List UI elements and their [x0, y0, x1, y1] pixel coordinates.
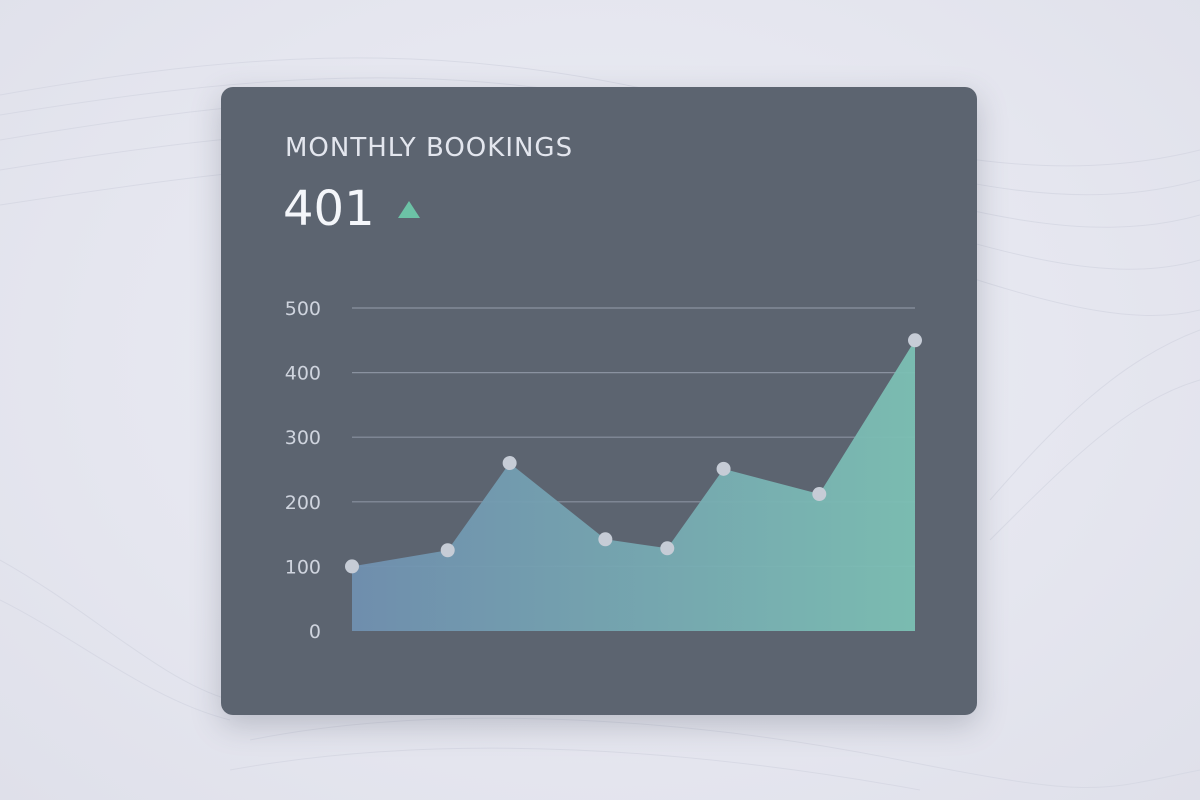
- data-point-3: [598, 532, 613, 547]
- data-point-7: [908, 333, 922, 348]
- y-tick-label-200: 200: [285, 492, 321, 514]
- data-point-4: [660, 541, 675, 556]
- triangle-up-icon: [397, 201, 420, 218]
- series-area: [352, 340, 915, 631]
- bookings-area-chart: 0 100 200 300 400 500: [285, 298, 922, 643]
- y-tick-label-0: 0: [309, 621, 321, 643]
- y-tick-label-100: 100: [285, 556, 321, 578]
- data-point-6: [812, 487, 827, 502]
- bookings-card: MONTHLY BOOKINGS 401 0 100 200 300 400 500: [221, 87, 977, 715]
- data-point-5: [716, 461, 731, 476]
- data-point-0: [345, 559, 359, 574]
- kpi-row: 401: [283, 181, 421, 237]
- data-point-1: [440, 543, 455, 558]
- y-tick-label-500: 500: [285, 298, 321, 320]
- kpi-value: 401: [283, 181, 375, 237]
- y-tick-label-300: 300: [285, 427, 321, 449]
- card-title: MONTHLY BOOKINGS: [285, 133, 574, 163]
- y-tick-label-400: 400: [285, 363, 321, 385]
- data-point-2: [502, 456, 517, 471]
